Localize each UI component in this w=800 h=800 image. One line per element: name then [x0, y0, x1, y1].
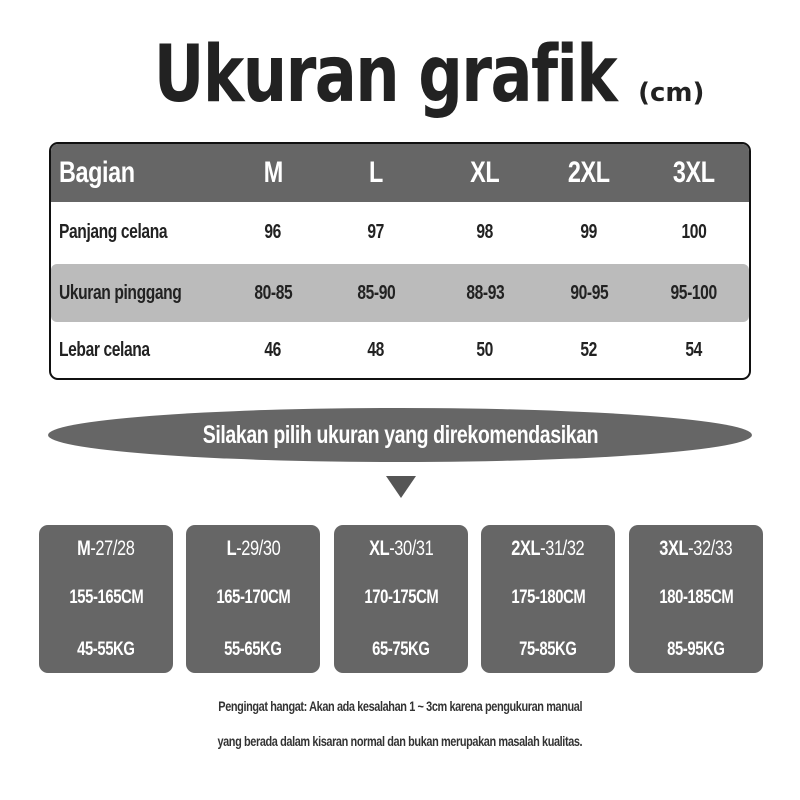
header-size: 2XL	[568, 156, 610, 189]
table-row: Ukuran pinggang 80-85 85-90 88-93 90-95 …	[51, 264, 749, 322]
row-label: Ukuran pinggang	[59, 281, 182, 304]
table-header: Bagian M L XL 2XL 3XL	[51, 144, 749, 202]
page-title: Ukuran grafik (cm)	[0, 30, 800, 120]
card-height: 155-165CM	[69, 587, 143, 608]
card-size: M-27/28	[77, 537, 135, 560]
row-label: Lebar celana	[59, 338, 150, 361]
size-card: 2XL-31/32 175-180CM 75-85KG	[481, 525, 615, 673]
note-line-1: Pengingat hangat: Akan ada kesalahan 1 ~…	[218, 698, 582, 714]
size-card: M-27/28 155-165CM 45-55KG	[39, 525, 173, 673]
table-cell: 99	[580, 220, 598, 243]
arrow-down-icon	[386, 476, 416, 498]
table-row: Panjang celana 96 97 98 99 100	[51, 202, 749, 262]
table-cell: 80-85	[254, 281, 292, 304]
table-cell: 97	[367, 220, 385, 243]
card-height: 175-180CM	[511, 587, 585, 608]
table-cell: 48	[367, 338, 385, 361]
table-cell: 52	[580, 338, 598, 361]
header-size: 3XL	[673, 156, 715, 189]
note-line-2: yang berada dalam kisaran normal dan buk…	[217, 733, 583, 749]
size-card: 3XL-32/33 180-185CM 85-95KG	[629, 525, 763, 673]
header-size: M	[263, 156, 283, 189]
card-weight: 65-75KG	[372, 639, 430, 660]
table-row: Lebar celana 46 48 50 52 54	[51, 322, 749, 378]
table-cell: 98	[476, 220, 494, 243]
table-cell: 46	[264, 338, 282, 361]
card-weight: 85-95KG	[667, 639, 725, 660]
size-card: XL-30/31 170-175CM 65-75KG	[334, 525, 468, 673]
size-table: Bagian M L XL 2XL 3XL Panjang celana 96 …	[49, 142, 751, 380]
table-cell: 54	[685, 338, 703, 361]
table-cell: 85-90	[357, 281, 395, 304]
header-size: L	[369, 156, 383, 189]
card-size: 2XL-31/32	[511, 537, 585, 560]
recommendation-banner: Silakan pilih ukuran yang direkomendasik…	[48, 408, 752, 462]
card-weight: 75-85KG	[519, 639, 577, 660]
card-size: 3XL-32/33	[659, 537, 733, 560]
table-cell: 88-93	[466, 281, 504, 304]
table-cell: 100	[681, 220, 707, 243]
title-text: Ukuran grafik	[153, 30, 617, 120]
card-height: 165-170CM	[216, 587, 290, 608]
table-cell: 90-95	[570, 281, 608, 304]
table-cell: 50	[476, 338, 494, 361]
header-size: XL	[470, 156, 500, 189]
card-height: 170-175CM	[364, 587, 438, 608]
card-height: 180-185CM	[659, 587, 733, 608]
table-cell: 95-100	[670, 281, 718, 304]
header-label: Bagian	[59, 156, 135, 189]
card-size: L-29/30	[226, 537, 280, 560]
size-card: L-29/30 165-170CM 55-65KG	[186, 525, 320, 673]
title-unit: (cm)	[638, 78, 705, 108]
card-weight: 45-55KG	[77, 639, 135, 660]
table-cell: 96	[264, 220, 282, 243]
card-weight: 55-65KG	[224, 639, 282, 660]
card-size: XL-30/31	[368, 537, 434, 560]
row-label: Panjang celana	[59, 220, 168, 243]
